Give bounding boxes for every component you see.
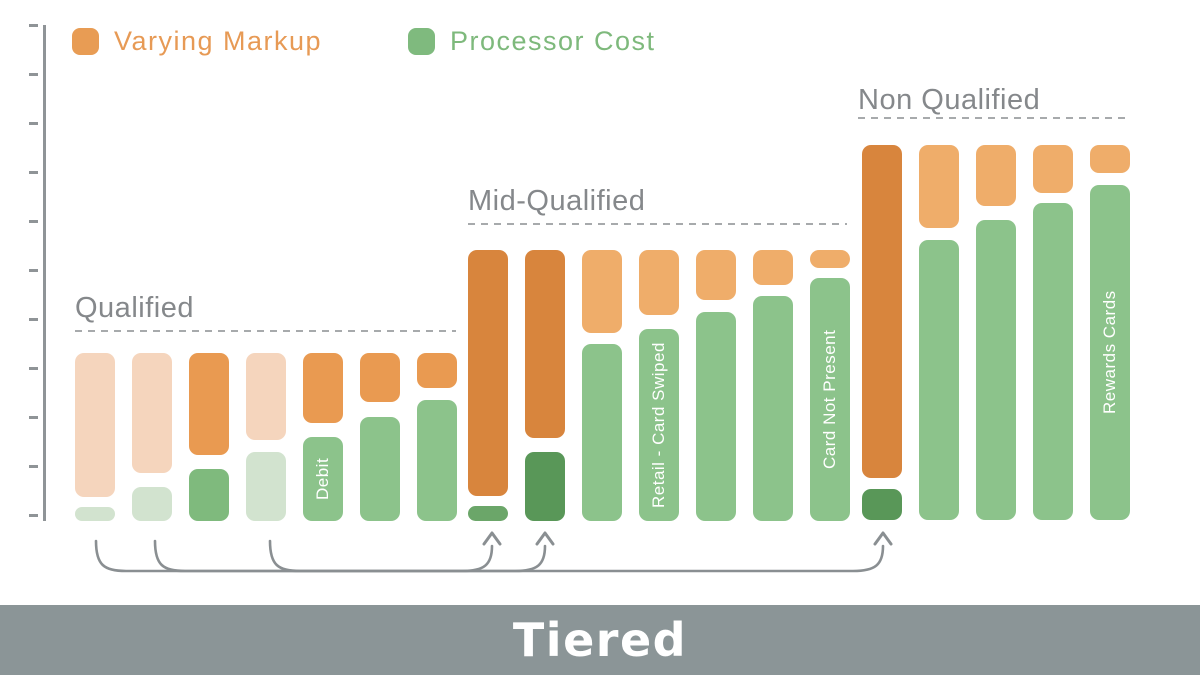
bar-segment-cost: [919, 240, 959, 520]
bar-segment-cost: [417, 400, 457, 521]
bar-segment-cost: [246, 452, 286, 521]
y-axis-tick: [29, 122, 38, 125]
bar-segment-cost: [132, 487, 172, 521]
y-axis-line: [43, 25, 46, 521]
bar-segment-cost: [696, 312, 736, 521]
bar-segment-cost: [1090, 185, 1130, 520]
arrowhead-icon: [535, 531, 555, 546]
legend-label-varying-markup: Varying Markup: [114, 26, 323, 56]
bar-label: Card Not Present: [820, 329, 839, 470]
bar-segment-markup: [862, 145, 902, 478]
bar-segment-markup: [189, 353, 229, 455]
legend-item-processor-cost: Processor Cost: [408, 26, 656, 57]
bar-segment-markup: [919, 145, 959, 228]
bar-segment-cost: [862, 489, 902, 520]
markup-swatch-icon: [72, 28, 99, 55]
bar-segment-markup: [1090, 145, 1130, 173]
cost-swatch-icon: [408, 28, 435, 55]
bottom-banner: Tiered: [0, 605, 1200, 675]
arrow-curve: [94, 539, 494, 573]
bar-segment-cost: [303, 437, 343, 521]
y-axis-tick: [29, 220, 38, 223]
bar-segment-markup: [582, 250, 622, 333]
bar-label: Retail - Card Swiped: [649, 342, 668, 508]
y-axis-tick: [29, 318, 38, 321]
bar-segment-markup: [639, 250, 679, 315]
legend-label-processor-cost: Processor Cost: [450, 26, 656, 56]
bar-segment-markup: [417, 353, 457, 388]
bar-segment-cost: [810, 278, 850, 521]
arrowhead-icon: [873, 531, 893, 546]
bar-segment-cost: [639, 329, 679, 521]
bar-segment-cost: [582, 344, 622, 521]
bar-segment-cost: [75, 507, 115, 521]
bar-segment-markup: [976, 145, 1016, 206]
bar-segment-markup: [753, 250, 793, 285]
tier-title-qualified: Qualified: [75, 292, 194, 324]
tier-dashed-line: [858, 117, 1128, 119]
tier-dashed-line: [75, 330, 456, 332]
bar-label: Rewards Cards: [1100, 290, 1119, 415]
bar-segment-cost: [976, 220, 1016, 520]
y-axis-tick: [29, 73, 38, 76]
bar-segment-cost: [753, 296, 793, 521]
bar-segment-markup: [468, 250, 508, 496]
tier-title-non-qualified: Non Qualified: [858, 84, 1041, 116]
banner-title: Tiered: [512, 613, 688, 667]
y-axis-tick: [29, 514, 38, 517]
bar-segment-markup: [696, 250, 736, 300]
bar-segment-markup: [132, 353, 172, 473]
bar-segment-markup: [525, 250, 565, 438]
bar-segment-markup: [1033, 145, 1073, 193]
bar-segment-markup: [303, 353, 343, 423]
arrow-curve: [153, 539, 547, 573]
bar-segment-markup: [246, 353, 286, 440]
tier-title-mid-qualified: Mid-Qualified: [468, 185, 646, 217]
arrow-curve: [268, 539, 885, 573]
bar-segment-cost: [525, 452, 565, 521]
bar-segment-markup: [810, 250, 850, 268]
bar-segment-cost: [360, 417, 400, 521]
tier-dashed-line: [468, 223, 847, 225]
bar-segment-cost: [468, 506, 508, 521]
y-axis-tick: [29, 367, 38, 370]
legend-item-varying-markup: Varying Markup: [72, 26, 322, 57]
y-axis-tick: [29, 24, 38, 27]
y-axis-tick: [29, 171, 38, 174]
bar-segment-cost: [189, 469, 229, 521]
arrowhead-icon: [482, 531, 502, 546]
bar-segment-markup: [75, 353, 115, 497]
y-axis-tick: [29, 416, 38, 419]
bar-segment-cost: [1033, 203, 1073, 520]
bar-segment-markup: [360, 353, 400, 402]
y-axis-tick: [29, 269, 38, 272]
y-axis-tick: [29, 465, 38, 468]
bar-label: Debit: [313, 457, 332, 501]
